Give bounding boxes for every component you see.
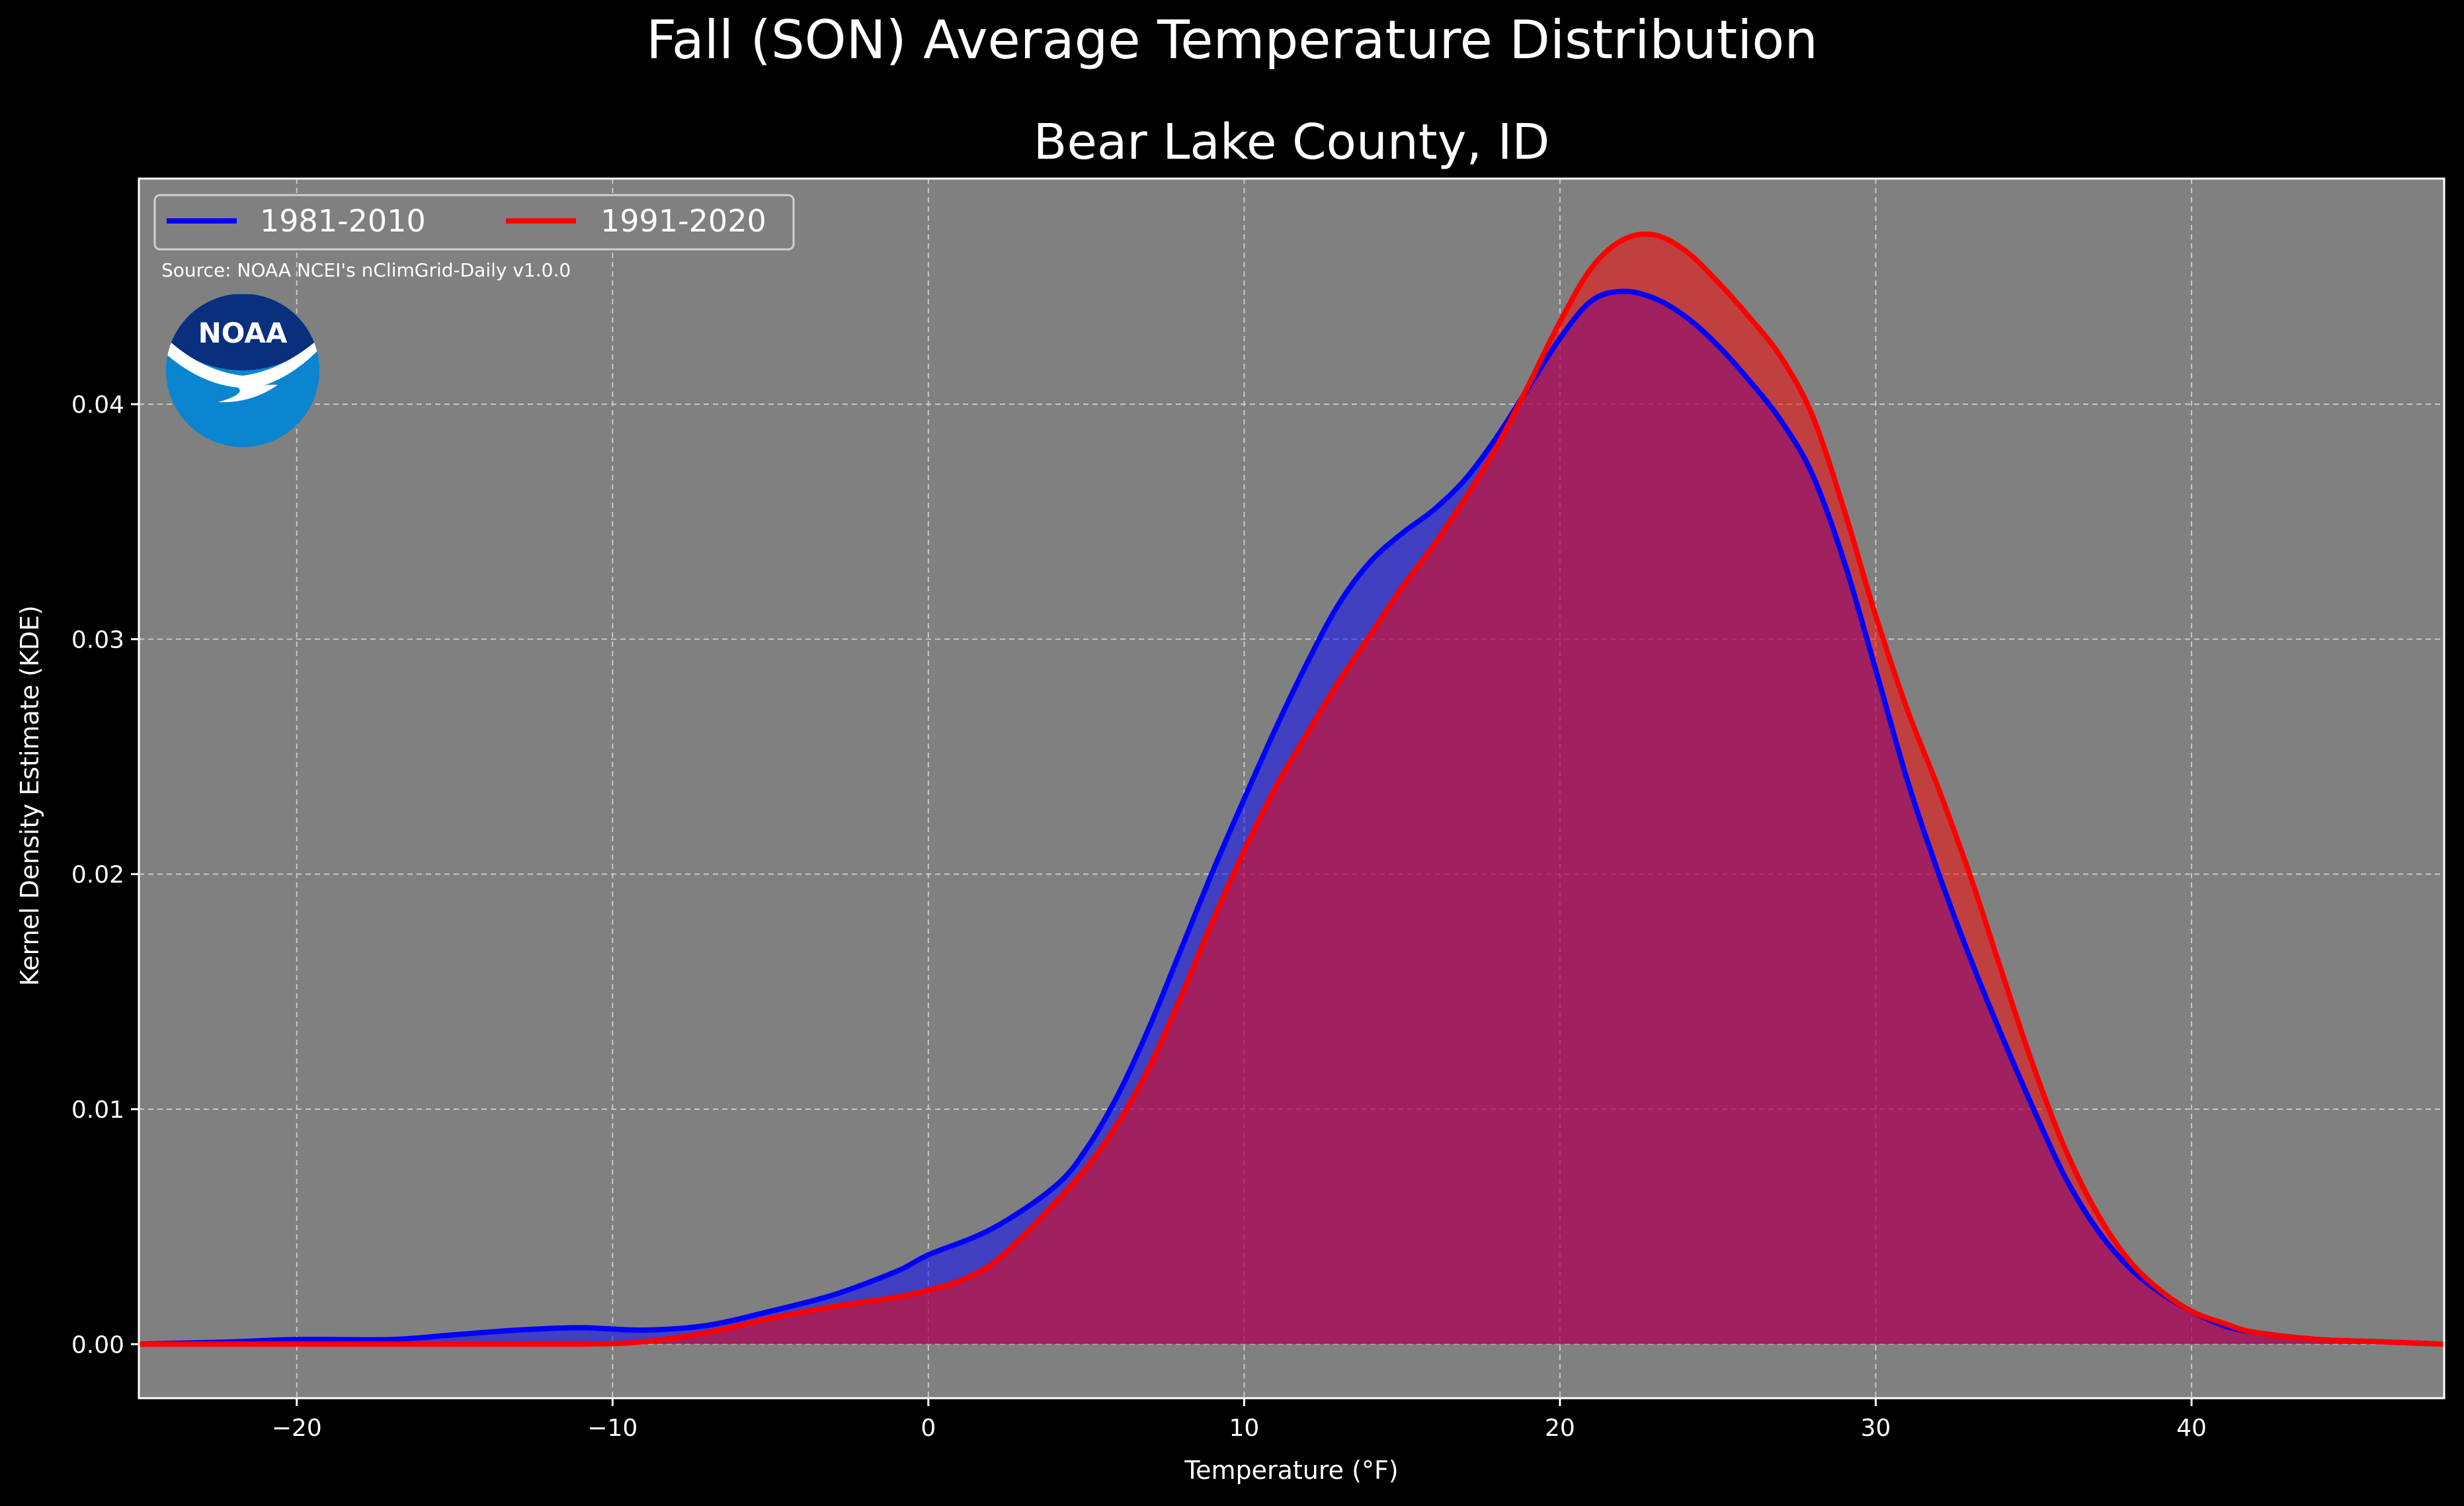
legend-label-1991-2020: 1991-2020	[600, 203, 766, 239]
x-axis-ticks: −20 −10 0 10 20 30 40	[272, 1398, 2207, 1442]
x-tick-label: 10	[1229, 1415, 1259, 1442]
y-tick-label: 0.03	[71, 626, 124, 653]
y-tick-label: 0.00	[71, 1331, 124, 1359]
density-lines	[138, 231, 2445, 1347]
source-note: Source: NOAA NCEI's nClimGrid-Daily v1.0…	[161, 259, 571, 281]
legend: 1981-2010 1991-2020	[153, 194, 795, 251]
legend-label-1981-2010: 1981-2010	[260, 203, 426, 239]
y-tick-label: 0.02	[71, 862, 124, 889]
x-tick-label: 0	[921, 1415, 936, 1442]
chart-subtitle: Bear Lake County, ID	[1034, 114, 1550, 171]
y-axis-label: Kernel Density Estimate (KDE)	[15, 605, 44, 986]
noaa-logo: NOAA	[166, 294, 319, 447]
x-tick-label: 20	[1545, 1415, 1575, 1442]
y-tick-label: 0.04	[71, 392, 124, 419]
x-tick-label: −10	[587, 1415, 637, 1442]
x-axis-label: Temperature (°F)	[1184, 1456, 1398, 1485]
y-axis-ticks: 0.00 0.01 0.02 0.03 0.04	[71, 392, 139, 1359]
chart-title: Fall (SON) Average Temperature Distribut…	[646, 9, 1818, 71]
density-line-1991-2020	[138, 231, 2445, 1347]
legend-box	[153, 194, 795, 251]
logo-text: NOAA	[198, 317, 288, 349]
density-line-1981-2010	[138, 288, 2445, 1347]
density-fills	[139, 233, 2444, 1345]
x-tick-label: −20	[272, 1415, 322, 1442]
plot-frame	[138, 177, 2445, 1400]
y-tick-label: 0.01	[71, 1097, 124, 1124]
x-tick-label: 30	[1861, 1415, 1891, 1442]
density-area-1991-2020	[139, 233, 2444, 1345]
x-tick-label: 40	[2176, 1415, 2207, 1442]
